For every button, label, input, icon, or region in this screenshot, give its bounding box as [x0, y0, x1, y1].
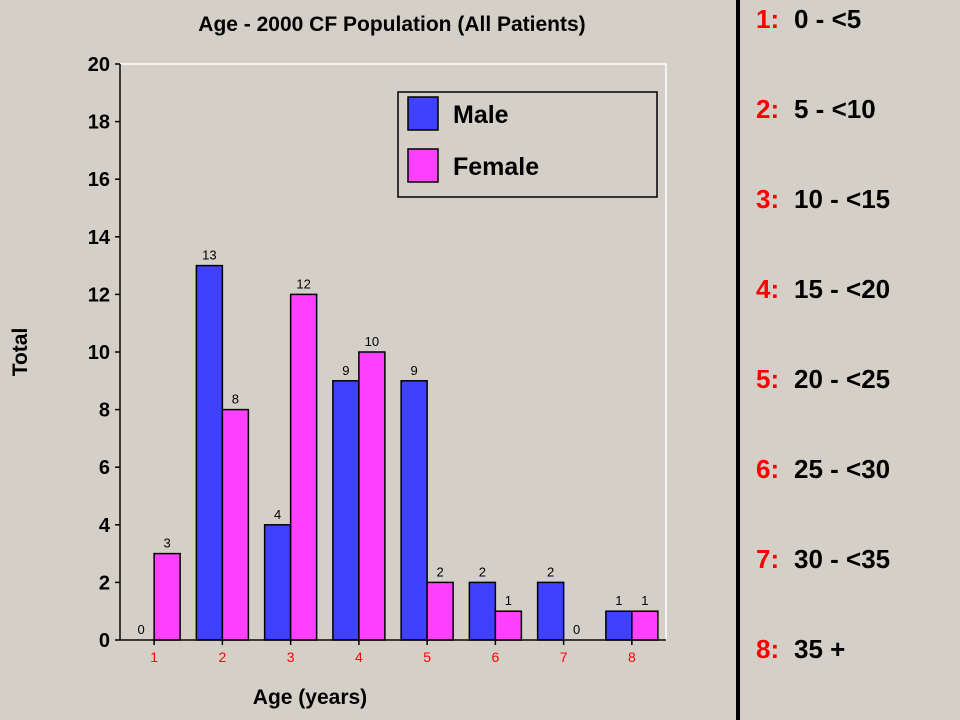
x-tick-label: 2: [218, 649, 226, 665]
legend-swatch-female: [407, 148, 439, 183]
bar-male-4: [332, 380, 360, 641]
legend-label-male: Male: [453, 101, 509, 129]
legend-box: [397, 91, 658, 198]
y-tick-label: 4: [99, 515, 111, 537]
bar-chart: Age - 2000 CF Population (All Patients) …: [9, 13, 667, 709]
key-num: 8:: [756, 634, 780, 664]
bar-male-3: [263, 524, 292, 641]
key-row-4: 4: 15 - <20: [756, 274, 890, 305]
data-label-male-5: 9: [411, 363, 418, 378]
data-label-female-5: 2: [437, 564, 444, 579]
bar-female-5: [426, 581, 454, 641]
data-label-female-1: 3: [164, 536, 171, 551]
key-range: 10 - <15: [794, 184, 891, 214]
x-tick-label: 4: [355, 649, 363, 665]
x-tick-label: 5: [423, 649, 431, 665]
data-label-male-3: 4: [274, 507, 281, 522]
key-row-5: 5: 20 - <25: [756, 364, 890, 395]
key-range: 20 - <25: [794, 364, 891, 394]
x-tick-label: 8: [628, 649, 636, 665]
key-row-8: 8: 35 +: [756, 634, 845, 665]
bar-female-4: [358, 351, 386, 641]
bar-male-7: [536, 581, 565, 641]
y-tick-label: 20: [88, 54, 110, 76]
key-row-3: 3: 10 - <15: [756, 184, 890, 215]
bar-female-1: [153, 552, 181, 641]
key-range: 0 - <5: [794, 4, 862, 34]
key-row-2: 2: 5 - <10: [756, 94, 876, 125]
key-range: 25 - <30: [794, 454, 891, 484]
key-num: 5:: [756, 364, 780, 394]
y-axis-label: Total: [9, 328, 32, 377]
x-axis-label: Age (years): [253, 686, 367, 709]
key-num: 4:: [756, 274, 780, 304]
bar-male-5: [400, 380, 428, 641]
key-range: 5 - <10: [794, 94, 876, 124]
key-num: 1:: [756, 4, 780, 34]
y-tick-label: 16: [88, 169, 110, 191]
data-label-male-2: 13: [202, 248, 216, 263]
bar-female-3: [289, 293, 318, 641]
bar-female-8: [631, 610, 659, 641]
y-tick-label: 0: [99, 630, 110, 652]
x-tick-label: 7: [560, 649, 568, 665]
data-label-female-3: 12: [296, 276, 310, 291]
data-label-male-7: 2: [547, 564, 554, 579]
y-axis: 0 2 4 6 8 10 12 14 16 18 20: [88, 54, 120, 652]
data-label-male-1: 0: [138, 622, 145, 637]
key-row-1: 1: 0 - <5: [756, 4, 861, 35]
key-range: 15 - <20: [794, 274, 891, 304]
data-label-male-8: 1: [615, 593, 622, 608]
bar-female-2: [221, 408, 250, 641]
y-tick-label: 10: [88, 342, 110, 364]
bar-female-6: [494, 610, 523, 641]
key-row-6: 6: 25 - <30: [756, 454, 890, 485]
bar-male-6: [468, 581, 497, 641]
y-tick-label: 2: [99, 572, 110, 594]
data-label-female-2: 8: [232, 392, 239, 407]
legend: Male Female: [397, 91, 658, 198]
bar-male-2: [195, 264, 224, 641]
x-tick-label: 1: [150, 649, 158, 665]
y-tick-label: 14: [88, 227, 111, 249]
age-key: 1: 0 - <5 2: 5 - <10 3: 10 - <15 4: 15 - <20…: [756, 0, 956, 720]
data-label-female-6: 1: [505, 593, 512, 608]
y-tick-label: 8: [99, 400, 110, 422]
key-num: 3:: [756, 184, 780, 214]
data-label-male-4: 9: [342, 363, 349, 378]
x-axis: 1 2 3 4 5 6 7 8: [150, 640, 636, 665]
x-tick-label: 6: [491, 649, 499, 665]
y-tick-label: 18: [88, 112, 110, 134]
divider: [736, 0, 740, 720]
key-num: 6:: [756, 454, 780, 484]
data-label-female-4: 10: [365, 334, 379, 349]
data-label-female-7: 0: [573, 622, 580, 637]
y-tick-label: 6: [99, 457, 110, 479]
legend-swatch-male: [407, 96, 439, 131]
legend-label-female: Female: [453, 153, 539, 181]
x-tick-label: 3: [287, 649, 295, 665]
key-range: 30 - <35: [794, 544, 891, 574]
key-row-7: 7: 30 - <35: [756, 544, 890, 575]
y-tick-label: 12: [88, 284, 110, 306]
key-num: 7:: [756, 544, 780, 574]
data-label-female-8: 1: [641, 593, 648, 608]
bar-male-8: [605, 610, 633, 641]
chart-title: Age - 2000 CF Population (All Patients): [198, 13, 585, 36]
data-label-male-6: 2: [479, 564, 486, 579]
key-num: 2:: [756, 94, 780, 124]
key-range: 35 +: [794, 634, 846, 664]
